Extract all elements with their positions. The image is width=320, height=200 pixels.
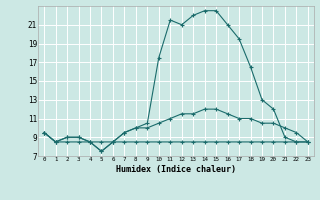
X-axis label: Humidex (Indice chaleur): Humidex (Indice chaleur): [116, 165, 236, 174]
